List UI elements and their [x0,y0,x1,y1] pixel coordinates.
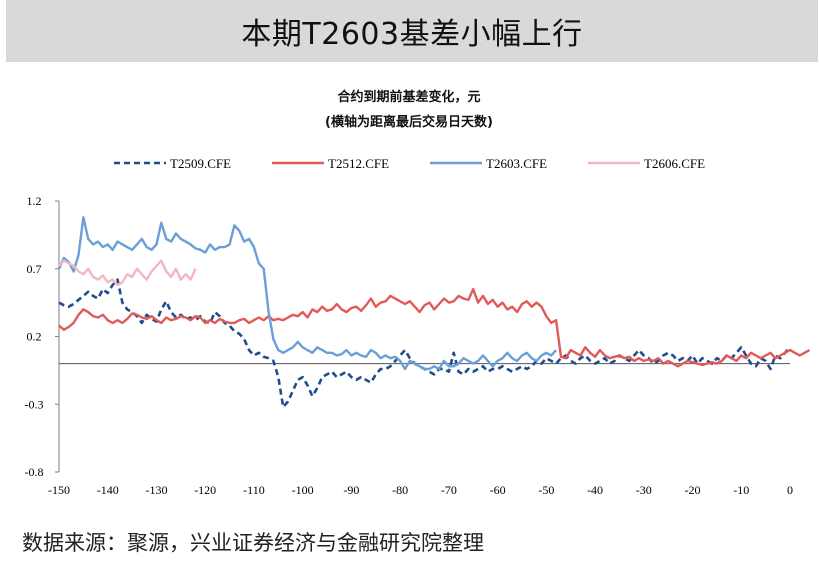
x-tick-label: -140 [97,483,119,497]
x-tick-label: -120 [194,483,216,497]
series-group [57,216,811,409]
x-tick-label: -30 [636,483,652,497]
y-tick-label: 1.2 [27,194,42,208]
y-tick-label: 0.7 [27,262,42,276]
y-tick-label: 0.2 [27,330,42,344]
series-line-t2512-cfe [58,287,811,368]
chart: 合约到期前基差变化，元 (横轴为距离最后交易日天数) T2509.CFE T251… [25,89,811,497]
x-tick-label: -100 [292,483,314,497]
title-banner: 本期T2603基差小幅上行 [6,0,818,62]
x-tick-label: -20 [685,483,701,497]
x-tick-label: 0 [787,483,793,497]
series-line-t2509-cfe [58,278,791,409]
legend: T2509.CFE T2512.CFE T2603.CFE T2606.CFE [114,156,705,171]
x-tick-label: -150 [48,483,70,497]
x-tick-label: -80 [392,483,408,497]
x-tick-label: -110 [243,483,265,497]
x-tick-label: -70 [441,483,457,497]
banner-title: 本期T2603基差小幅上行 [241,17,583,52]
x-tick-label: -50 [538,483,554,497]
series-line-t2603-cfe [57,216,557,371]
x-tick-label: -10 [733,483,749,497]
series-line-t2606-cfe [58,259,197,287]
legend-label: T2509.CFE [170,156,231,171]
legend-label: T2512.CFE [328,156,389,171]
y-tick-label: -0.3 [25,397,44,411]
x-tick-label: -60 [490,483,506,497]
legend-label: T2603.CFE [486,156,547,171]
x-tick-label: -90 [343,483,359,497]
chart-subtitle: (横轴为距离最后交易日天数) [325,114,493,130]
y-tick-label: -0.8 [25,465,44,479]
x-tick-label: -130 [145,483,167,497]
x-tick-label: -40 [587,483,603,497]
chart-title: 合约到期前基差变化，元 [337,89,480,105]
axes: 1.2 0.7 0.2 -0.3 -0.8 -150 -140 -130 -120 -110 -10… [25,194,794,497]
source-note: 数据来源：聚源，兴业证券经济与金融研究院整理 [22,531,484,555]
legend-label: T2606.CFE [644,156,705,171]
